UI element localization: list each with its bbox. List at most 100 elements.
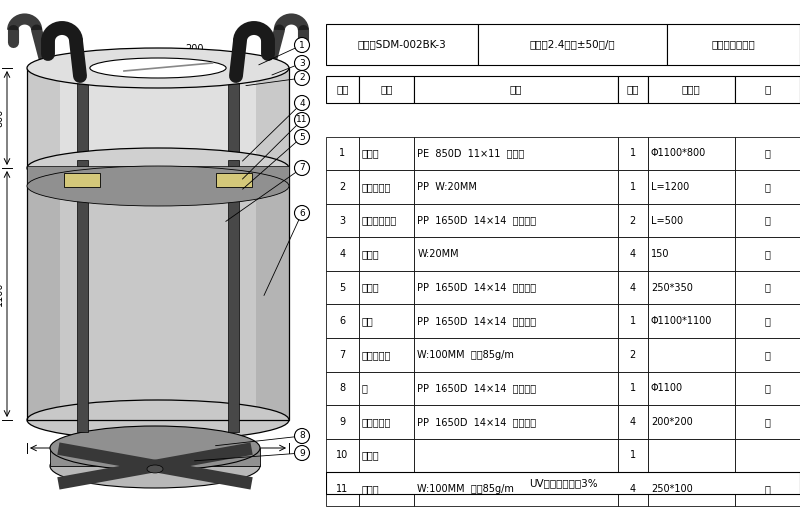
Text: 5: 5 — [299, 132, 305, 142]
Text: 黒: 黒 — [764, 282, 770, 293]
Bar — [414, 237, 618, 271]
Text: 黒: 黒 — [764, 149, 770, 158]
Text: 9: 9 — [339, 417, 346, 427]
Bar — [618, 137, 647, 170]
Text: W:100MM  日式85g/m: W:100MM 日式85g/m — [418, 484, 514, 494]
Text: ベルト補強布: ベルト補強布 — [362, 215, 397, 225]
Bar — [647, 237, 734, 271]
Text: 1: 1 — [630, 450, 636, 460]
Text: 底部補強布: 底部補強布 — [362, 417, 391, 427]
Text: 番号: 番号 — [336, 84, 349, 95]
Bar — [27, 168, 60, 420]
Text: 1100: 1100 — [0, 282, 4, 306]
Text: 1: 1 — [630, 316, 636, 326]
Bar — [618, 76, 647, 103]
Bar — [414, 472, 618, 506]
Bar — [618, 204, 647, 237]
Bar — [414, 371, 618, 405]
Bar — [27, 68, 289, 168]
Text: PP  1650D  14×14  ノーラミ: PP 1650D 14×14 ノーラミ — [418, 383, 537, 393]
Text: 黒: 黒 — [764, 484, 770, 494]
Text: 重量：2.4ｋｇ±50ｇ/枚: 重量：2.4ｋｇ±50ｇ/枚 — [530, 39, 615, 50]
Bar — [326, 439, 358, 472]
Bar — [326, 137, 358, 170]
Bar — [618, 472, 647, 506]
Bar — [256, 168, 289, 420]
Bar — [50, 448, 260, 466]
Bar — [358, 237, 414, 271]
Text: 2: 2 — [299, 74, 305, 83]
Text: 11: 11 — [296, 116, 308, 124]
Bar — [414, 271, 618, 304]
Text: 4: 4 — [630, 249, 636, 259]
Text: 5: 5 — [339, 282, 346, 293]
Text: W:100MM  日式85g/m: W:100MM 日式85g/m — [418, 350, 514, 360]
Bar — [734, 271, 800, 304]
Text: 名称: 名称 — [380, 84, 393, 95]
Text: L=1200: L=1200 — [651, 182, 689, 192]
Ellipse shape — [27, 166, 289, 206]
Bar — [77, 68, 87, 188]
Bar — [326, 371, 358, 405]
Bar — [734, 371, 800, 405]
Ellipse shape — [50, 444, 260, 488]
Text: 7: 7 — [299, 164, 305, 173]
Bar — [326, 405, 358, 439]
Bar — [326, 338, 358, 371]
Bar — [256, 68, 289, 168]
Bar — [326, 76, 358, 103]
Bar — [734, 76, 800, 103]
Bar — [326, 304, 358, 338]
Bar — [414, 304, 618, 338]
Bar — [358, 371, 414, 405]
Text: 黒: 黒 — [764, 249, 770, 259]
Bar — [326, 271, 358, 304]
Text: 7: 7 — [339, 350, 346, 360]
Text: PP  1650D  14×14  ノーラミ: PP 1650D 14×14 ノーラミ — [418, 215, 537, 225]
Text: 黒: 黒 — [764, 417, 770, 427]
Text: PP  1650D  14×14  ノーラミ: PP 1650D 14×14 ノーラミ — [418, 417, 537, 427]
Bar — [734, 439, 800, 472]
Bar — [734, 237, 800, 271]
Bar — [358, 204, 414, 237]
Bar — [647, 170, 734, 204]
Bar — [326, 472, 358, 506]
Text: 800: 800 — [0, 109, 4, 127]
Bar — [618, 371, 647, 405]
Ellipse shape — [27, 148, 289, 188]
Circle shape — [294, 55, 310, 71]
Text: 250*100: 250*100 — [651, 484, 693, 494]
Bar — [358, 439, 414, 472]
Text: 品番：SDM-002BK-3: 品番：SDM-002BK-3 — [358, 39, 446, 50]
Text: 3: 3 — [299, 59, 305, 67]
Bar — [414, 137, 618, 170]
Ellipse shape — [147, 465, 163, 473]
Bar — [647, 271, 734, 304]
Bar — [667, 24, 800, 65]
Bar — [647, 405, 734, 439]
Bar — [647, 304, 734, 338]
Text: Φ1100: Φ1100 — [142, 453, 174, 463]
Bar — [618, 338, 647, 371]
Text: PE  850D  11×11  内ラミ: PE 850D 11×11 内ラミ — [418, 149, 525, 158]
Text: Φ1100: Φ1100 — [651, 383, 683, 393]
Bar — [358, 405, 414, 439]
Text: 本体: 本体 — [362, 316, 374, 326]
Bar — [27, 68, 289, 168]
Text: 補強帯: 補強帯 — [362, 484, 379, 494]
Text: 10: 10 — [113, 166, 125, 176]
Ellipse shape — [27, 48, 289, 88]
Bar — [734, 338, 800, 371]
Text: PP  W:20MM: PP W:20MM — [418, 182, 478, 192]
Text: 200*200: 200*200 — [651, 417, 693, 427]
Text: 8: 8 — [339, 383, 346, 393]
Text: 4: 4 — [299, 98, 305, 108]
Text: 締めテープ: 締めテープ — [362, 182, 391, 192]
Text: 補強布: 補強布 — [362, 282, 379, 293]
Bar — [27, 168, 289, 420]
Text: 底: 底 — [362, 383, 368, 393]
Bar — [326, 24, 478, 65]
Text: 材料: 材料 — [510, 84, 522, 95]
Circle shape — [294, 161, 310, 176]
Text: 1: 1 — [299, 40, 305, 50]
